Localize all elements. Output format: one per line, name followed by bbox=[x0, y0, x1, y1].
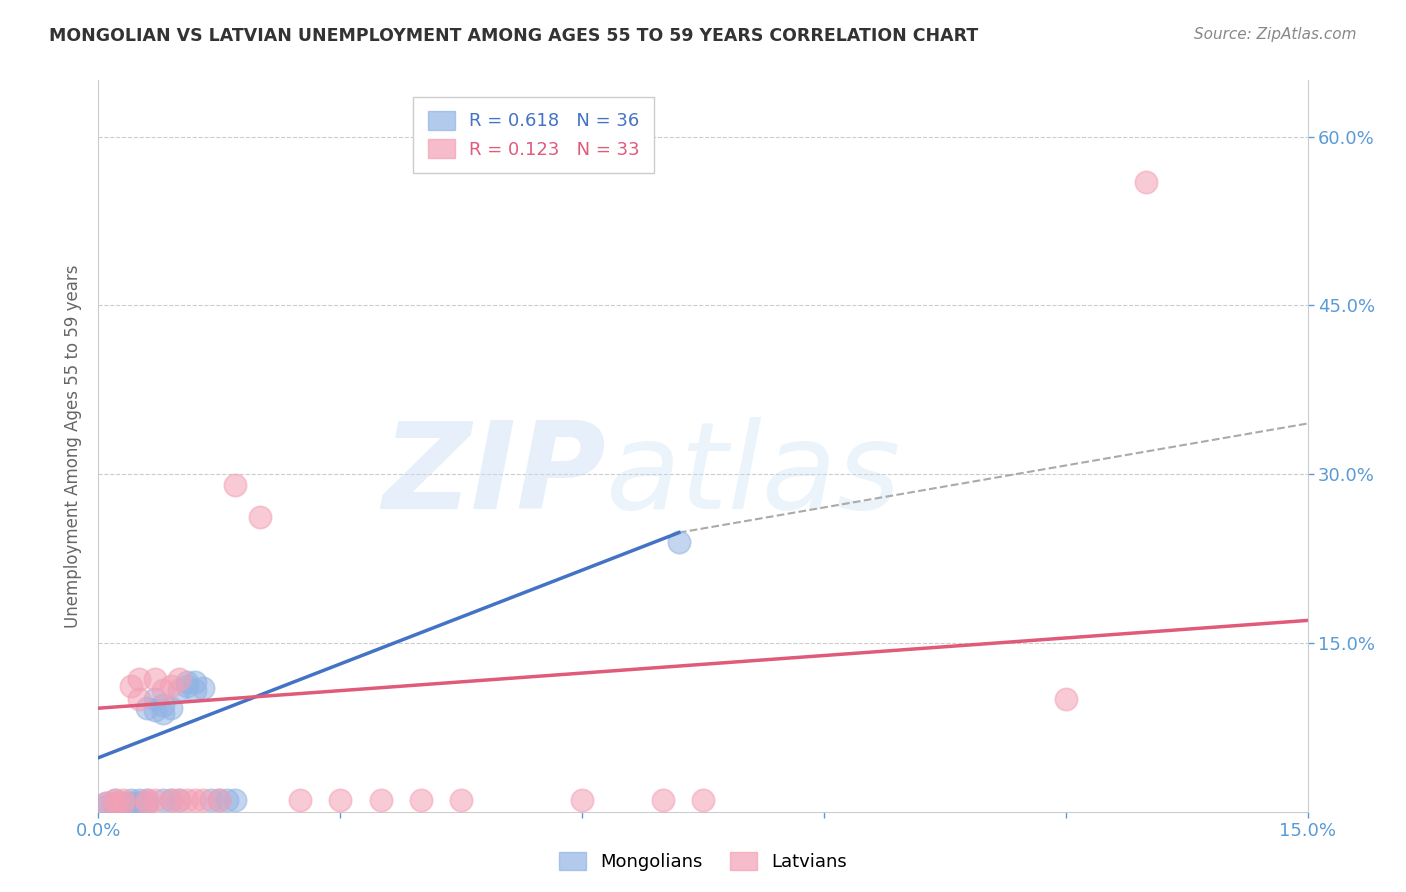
Point bbox=[571, 793, 593, 807]
Point bbox=[152, 683, 174, 698]
Point bbox=[651, 793, 673, 807]
Point bbox=[143, 703, 166, 717]
Point bbox=[103, 799, 125, 814]
Point bbox=[128, 797, 150, 811]
Point bbox=[288, 793, 311, 807]
Point bbox=[103, 793, 125, 807]
Point bbox=[692, 793, 714, 807]
Point bbox=[176, 679, 198, 693]
Point bbox=[167, 793, 190, 807]
Point bbox=[128, 793, 150, 807]
Point bbox=[167, 683, 190, 698]
Point bbox=[128, 692, 150, 706]
Text: MONGOLIAN VS LATVIAN UNEMPLOYMENT AMONG AGES 55 TO 59 YEARS CORRELATION CHART: MONGOLIAN VS LATVIAN UNEMPLOYMENT AMONG … bbox=[49, 27, 979, 45]
Point bbox=[249, 509, 271, 524]
Point bbox=[96, 796, 118, 810]
Point bbox=[160, 793, 183, 807]
Point bbox=[96, 799, 118, 814]
Point bbox=[111, 796, 134, 810]
Point bbox=[176, 675, 198, 690]
Point bbox=[135, 793, 157, 807]
Point bbox=[160, 679, 183, 693]
Point bbox=[160, 793, 183, 807]
Point bbox=[96, 796, 118, 810]
Point bbox=[120, 796, 142, 810]
Point bbox=[409, 793, 432, 807]
Point bbox=[128, 672, 150, 686]
Point bbox=[120, 793, 142, 807]
Text: ZIP: ZIP bbox=[382, 417, 606, 533]
Point bbox=[167, 793, 190, 807]
Point bbox=[668, 534, 690, 549]
Point bbox=[224, 478, 246, 492]
Legend: Mongolians, Latvians: Mongolians, Latvians bbox=[551, 845, 855, 879]
Point bbox=[135, 701, 157, 715]
Point bbox=[184, 675, 207, 690]
Point bbox=[208, 793, 231, 807]
Point bbox=[111, 797, 134, 812]
Point bbox=[200, 793, 222, 807]
Point bbox=[103, 797, 125, 811]
Point bbox=[152, 706, 174, 720]
Legend: R = 0.618   N = 36, R = 0.123   N = 33: R = 0.618 N = 36, R = 0.123 N = 33 bbox=[413, 96, 654, 173]
Text: atlas: atlas bbox=[606, 417, 901, 533]
Point bbox=[152, 698, 174, 712]
Point bbox=[167, 672, 190, 686]
Point bbox=[111, 796, 134, 810]
Point bbox=[143, 793, 166, 807]
Point bbox=[1135, 175, 1157, 189]
Point bbox=[120, 679, 142, 693]
Point bbox=[135, 793, 157, 807]
Point bbox=[184, 683, 207, 698]
Text: Source: ZipAtlas.com: Source: ZipAtlas.com bbox=[1194, 27, 1357, 42]
Point bbox=[103, 793, 125, 807]
Point bbox=[135, 796, 157, 810]
Point bbox=[160, 701, 183, 715]
Y-axis label: Unemployment Among Ages 55 to 59 years: Unemployment Among Ages 55 to 59 years bbox=[63, 264, 82, 628]
Point bbox=[193, 681, 215, 695]
Point bbox=[217, 793, 239, 807]
Point bbox=[111, 799, 134, 814]
Point bbox=[208, 793, 231, 807]
Point bbox=[176, 793, 198, 807]
Point bbox=[1054, 692, 1077, 706]
Point bbox=[370, 793, 392, 807]
Point bbox=[135, 796, 157, 810]
Point bbox=[193, 793, 215, 807]
Point bbox=[128, 796, 150, 810]
Point bbox=[143, 692, 166, 706]
Point bbox=[184, 793, 207, 807]
Point bbox=[111, 793, 134, 807]
Point bbox=[450, 793, 472, 807]
Point bbox=[224, 793, 246, 807]
Point bbox=[152, 793, 174, 807]
Point bbox=[143, 672, 166, 686]
Point bbox=[329, 793, 352, 807]
Point bbox=[120, 797, 142, 812]
Point bbox=[103, 796, 125, 810]
